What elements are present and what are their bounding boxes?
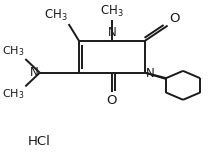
Text: O: O: [170, 12, 180, 25]
Text: CH$_3$: CH$_3$: [2, 87, 24, 101]
Text: N: N: [108, 25, 116, 38]
Text: O: O: [107, 94, 117, 107]
Text: CH$_3$: CH$_3$: [44, 8, 68, 23]
Text: N: N: [146, 67, 155, 80]
Text: CH$_3$: CH$_3$: [100, 4, 124, 19]
Text: N: N: [30, 66, 39, 79]
Text: HCl: HCl: [27, 135, 50, 148]
Text: CH$_3$: CH$_3$: [2, 44, 24, 58]
